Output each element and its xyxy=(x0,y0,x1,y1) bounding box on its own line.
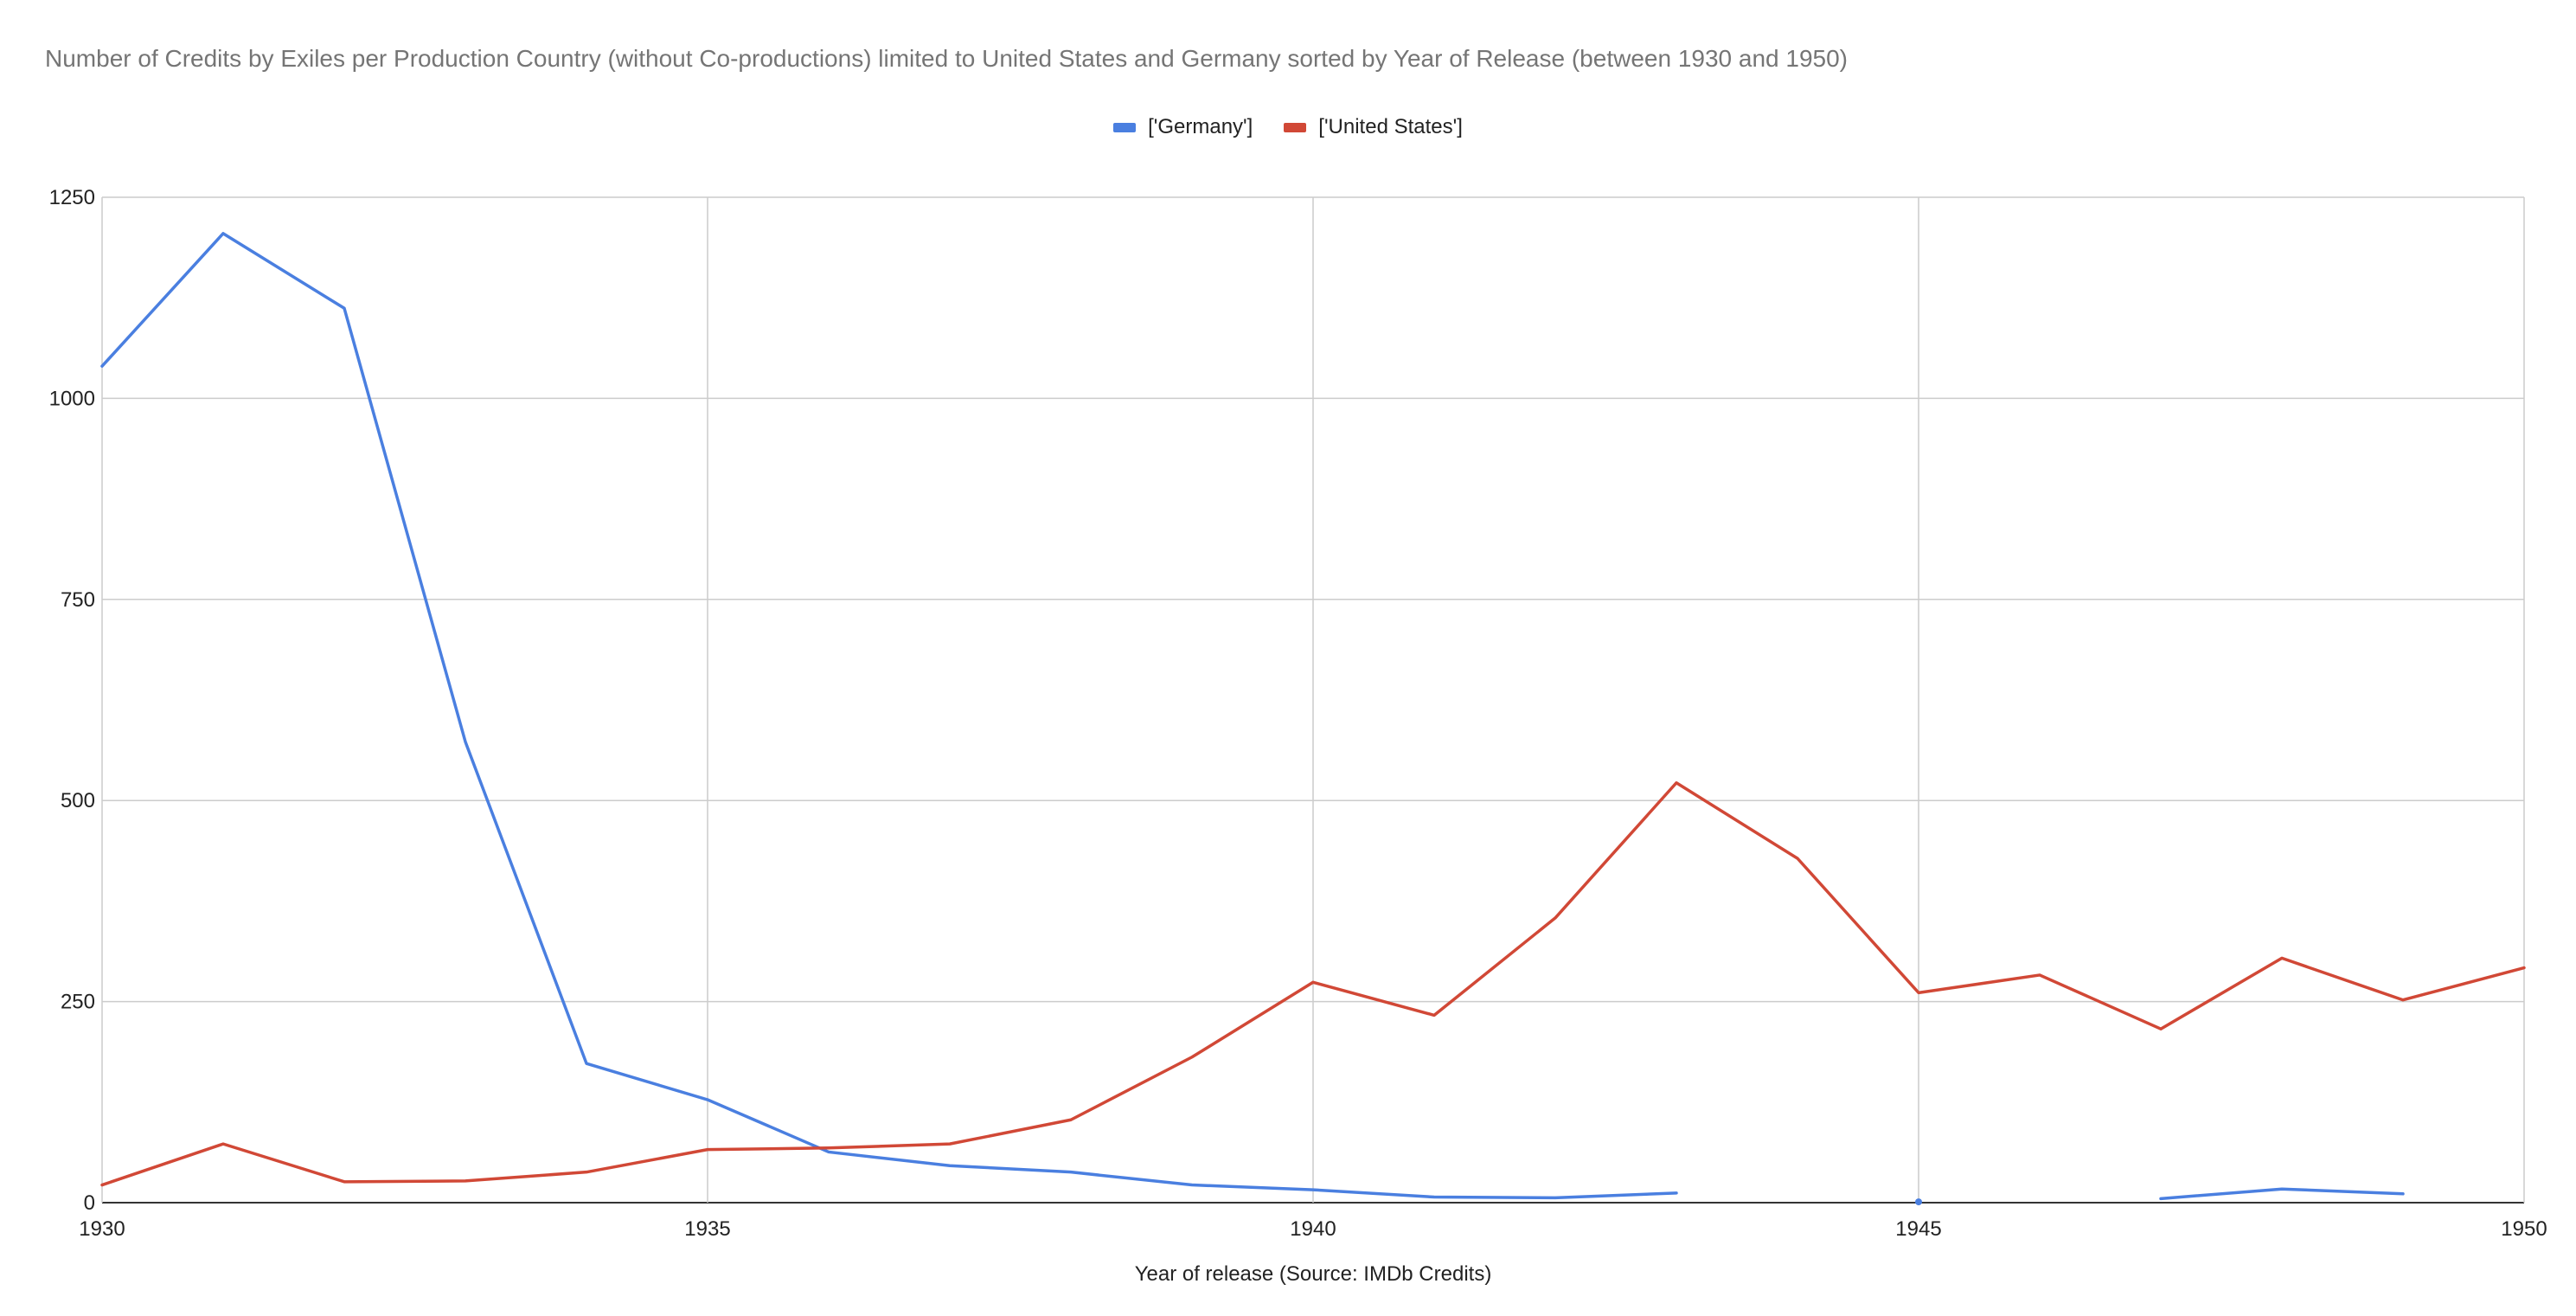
x-tick-label-1935: 1935 xyxy=(684,1217,730,1241)
series-germany xyxy=(100,232,2405,1206)
series-line-united-states xyxy=(100,780,2526,1187)
x-axis-label: Year of release (Source: IMDb Credits) xyxy=(1135,1262,1492,1286)
legend: ['Germany'] ['United States'] xyxy=(0,115,2576,139)
x-tick-label-1950: 1950 xyxy=(2501,1217,2547,1241)
series-point-germany xyxy=(1915,1198,1922,1206)
legend-item-united-states[interactable]: ['United States'] xyxy=(1284,115,1463,139)
y-tick-label-750: 750 xyxy=(61,588,95,612)
x-tick-labels: 1930 1935 1940 1945 1950 xyxy=(79,1217,2547,1241)
x-tick-label-1945: 1945 xyxy=(1895,1217,1941,1241)
y-tick-labels: 0 250 500 750 1000 1250 xyxy=(49,186,95,1215)
x-tick-label-1930: 1930 xyxy=(79,1217,125,1241)
y-tick-label-500: 500 xyxy=(61,789,95,812)
y-tick-label-1250: 1250 xyxy=(49,186,95,209)
legend-label-germany: ['Germany'] xyxy=(1148,115,1253,138)
grid xyxy=(101,196,2525,1204)
legend-swatch-united-states xyxy=(1284,122,1307,132)
y-tick-label-1000: 1000 xyxy=(49,387,95,410)
legend-item-germany[interactable]: ['Germany'] xyxy=(1113,115,1253,139)
series-line-germany xyxy=(2159,1187,2405,1201)
y-tick-label-250: 250 xyxy=(61,991,95,1014)
legend-label-united-states: ['United States'] xyxy=(1318,115,1463,138)
legend-swatch-germany xyxy=(1113,122,1137,132)
series-lines xyxy=(100,232,2526,1206)
series-united-states xyxy=(100,780,2526,1187)
x-tick-label-1940: 1940 xyxy=(1290,1217,1336,1241)
series-line-germany xyxy=(100,232,1678,1200)
y-tick-label-0: 0 xyxy=(84,1191,95,1215)
chart-title: Number of Credits by Exiles per Producti… xyxy=(45,45,1848,72)
